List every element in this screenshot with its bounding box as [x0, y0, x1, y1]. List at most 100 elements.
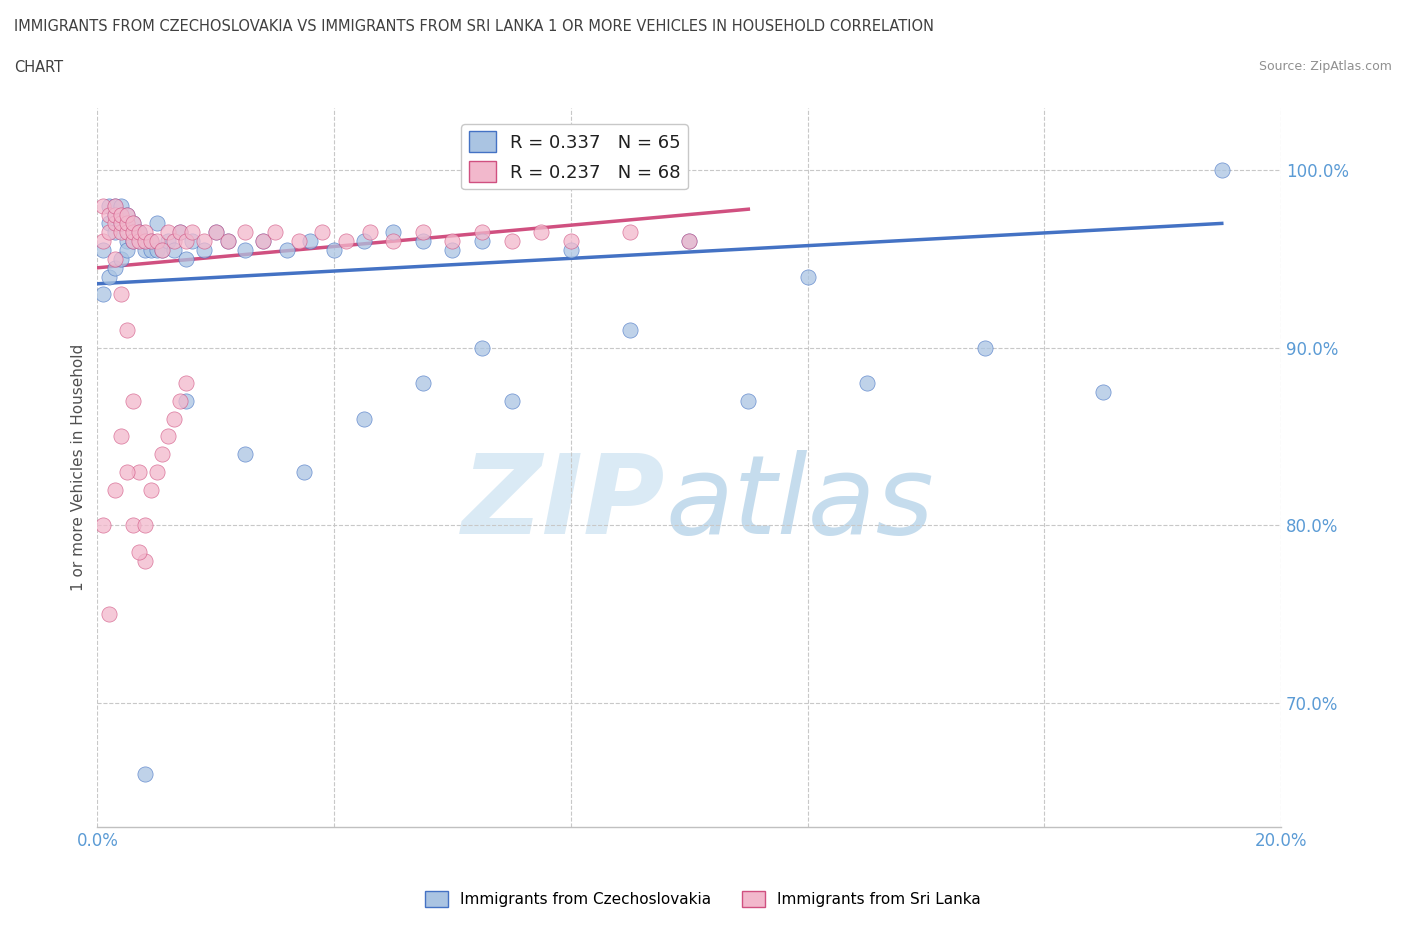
Point	[121, 518, 143, 533]
Point	[335, 233, 357, 248]
Point	[128, 544, 150, 559]
Point	[412, 376, 434, 391]
Point	[471, 225, 494, 240]
Point	[110, 207, 132, 222]
Point	[169, 393, 191, 408]
Point	[152, 446, 174, 461]
Point	[134, 243, 156, 258]
Point	[323, 243, 346, 258]
Point	[128, 233, 150, 248]
Text: CHART: CHART	[14, 60, 63, 75]
Point	[174, 376, 197, 391]
Point	[115, 207, 138, 222]
Point	[98, 198, 121, 213]
Point	[382, 225, 405, 240]
Point	[91, 518, 114, 533]
Point	[264, 225, 287, 240]
Point	[1211, 163, 1233, 178]
Text: ZIP: ZIP	[463, 450, 665, 557]
Point	[91, 233, 114, 248]
Point	[128, 233, 150, 248]
Point	[121, 216, 143, 231]
Point	[193, 233, 215, 248]
Point	[252, 233, 274, 248]
Point	[287, 233, 309, 248]
Point	[134, 233, 156, 248]
Point	[134, 225, 156, 240]
Legend: Immigrants from Czechoslovakia, Immigrants from Sri Lanka: Immigrants from Czechoslovakia, Immigran…	[419, 884, 987, 913]
Point	[104, 207, 127, 222]
Point	[181, 225, 204, 240]
Point	[110, 216, 132, 231]
Point	[217, 233, 239, 248]
Point	[276, 243, 298, 258]
Point	[139, 483, 162, 498]
Point	[204, 225, 226, 240]
Point	[501, 393, 523, 408]
Point	[145, 243, 167, 258]
Point	[115, 216, 138, 231]
Point	[104, 198, 127, 213]
Point	[110, 287, 132, 302]
Point	[737, 393, 759, 408]
Text: Source: ZipAtlas.com: Source: ZipAtlas.com	[1258, 60, 1392, 73]
Point	[115, 225, 138, 240]
Point	[299, 233, 322, 248]
Point	[104, 198, 127, 213]
Point	[169, 225, 191, 240]
Point	[619, 225, 641, 240]
Point	[121, 233, 143, 248]
Point	[121, 225, 143, 240]
Point	[110, 251, 132, 266]
Point	[104, 216, 127, 231]
Point	[145, 464, 167, 479]
Point	[152, 243, 174, 258]
Point	[115, 464, 138, 479]
Point	[163, 243, 186, 258]
Point	[353, 411, 375, 426]
Point	[294, 464, 316, 479]
Point	[855, 376, 877, 391]
Point	[128, 464, 150, 479]
Point	[157, 225, 180, 240]
Legend: R = 0.337   N = 65, R = 0.237   N = 68: R = 0.337 N = 65, R = 0.237 N = 68	[461, 125, 688, 190]
Point	[98, 216, 121, 231]
Point	[91, 287, 114, 302]
Point	[115, 207, 138, 222]
Point	[217, 233, 239, 248]
Point	[181, 233, 204, 248]
Point	[174, 393, 197, 408]
Point	[560, 243, 582, 258]
Point	[174, 251, 197, 266]
Point	[311, 225, 333, 240]
Point	[157, 429, 180, 444]
Point	[359, 225, 381, 240]
Point	[134, 233, 156, 248]
Point	[233, 243, 256, 258]
Point	[139, 243, 162, 258]
Point	[174, 233, 197, 248]
Point	[121, 216, 143, 231]
Point	[91, 243, 114, 258]
Point	[193, 243, 215, 258]
Point	[104, 225, 127, 240]
Point	[169, 225, 191, 240]
Point	[145, 233, 167, 248]
Point	[121, 393, 143, 408]
Point	[233, 225, 256, 240]
Point	[252, 233, 274, 248]
Point	[145, 216, 167, 231]
Point	[110, 429, 132, 444]
Point	[530, 225, 553, 240]
Point	[412, 233, 434, 248]
Y-axis label: 1 or more Vehicles in Household: 1 or more Vehicles in Household	[72, 344, 86, 591]
Point	[121, 225, 143, 240]
Point	[441, 233, 464, 248]
Point	[134, 553, 156, 568]
Point	[382, 233, 405, 248]
Point	[134, 518, 156, 533]
Point	[353, 233, 375, 248]
Point	[619, 323, 641, 338]
Point	[678, 233, 700, 248]
Point	[98, 207, 121, 222]
